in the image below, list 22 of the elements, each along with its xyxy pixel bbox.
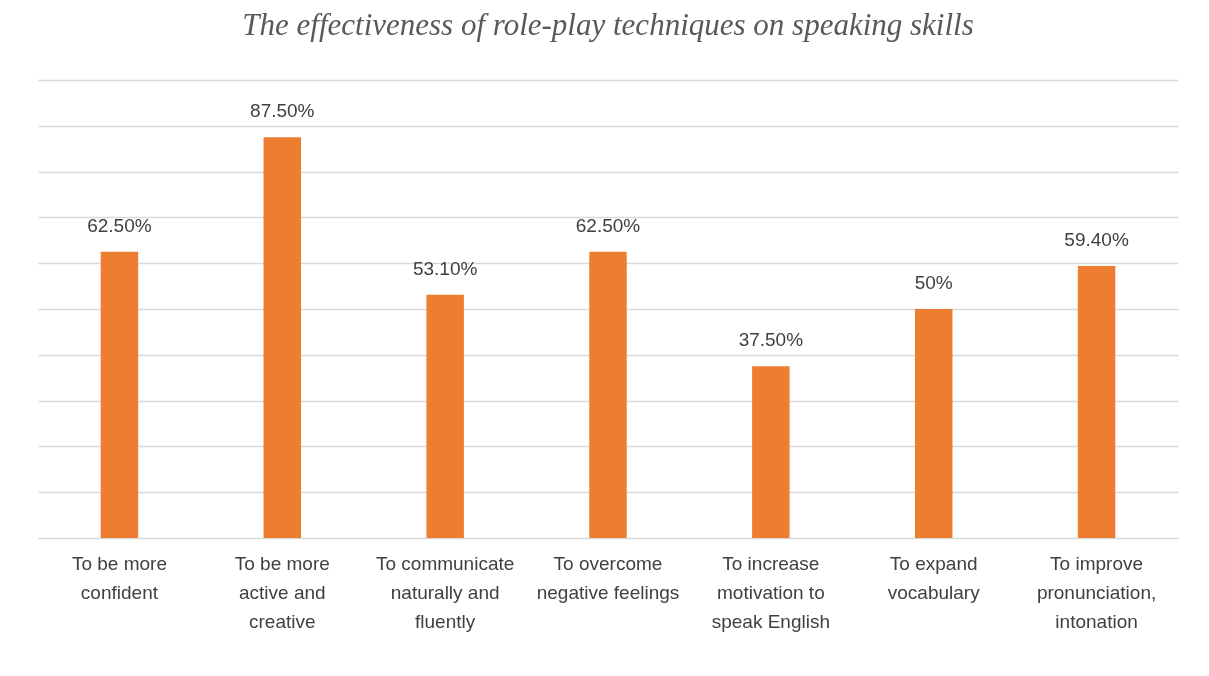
bar — [914, 309, 953, 538]
data-label: 37.50% — [738, 329, 804, 351]
x-tick-label: To expand vocabulary — [887, 552, 981, 603]
bar — [1077, 265, 1116, 538]
x-tick-label: To overcome negative feelings — [536, 552, 680, 603]
data-label: 62.50% — [575, 214, 641, 236]
x-tick-label: To increase motivation to speak English — [711, 552, 831, 632]
x-tick-label: To be more active and creative — [234, 552, 330, 632]
data-label: 59.40% — [1064, 228, 1129, 250]
data-label: 87.50% — [250, 100, 315, 122]
x-tick-label: To communicate naturally and fluently — [375, 552, 515, 632]
bar — [263, 137, 302, 538]
x-tick-label: To be more confident — [71, 552, 167, 603]
bar — [589, 251, 627, 538]
data-label: 50% — [914, 272, 953, 293]
bar — [100, 251, 139, 538]
bar — [752, 366, 790, 538]
bar — [426, 294, 464, 538]
x-tick-label: To improve pronunciation, intonation — [1036, 552, 1157, 632]
data-label: 62.50% — [87, 214, 152, 236]
chart-title: The effectiveness of role-play techniques on speaking skills — [242, 7, 974, 42]
data-label: 53.10% — [412, 257, 478, 279]
